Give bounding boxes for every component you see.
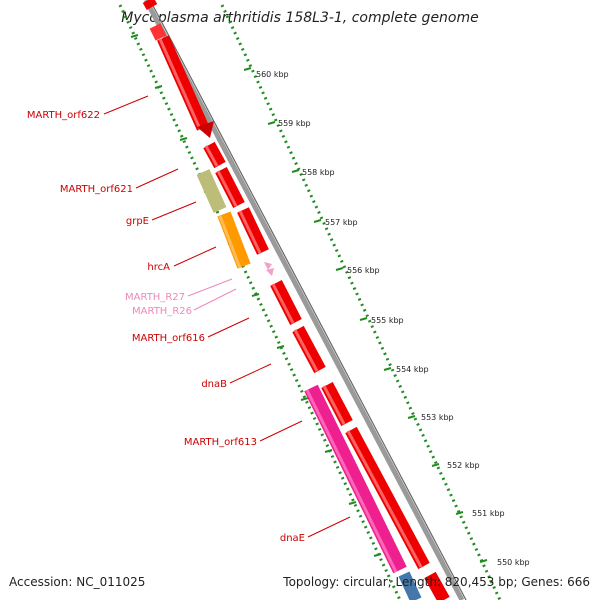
feature-dnaE[interactable] xyxy=(304,384,407,574)
leader-line xyxy=(307,516,351,538)
feature-marth-orf616[interactable] xyxy=(270,280,302,325)
scale-ticks xyxy=(243,67,488,563)
feature-marth-orf622[interactable] xyxy=(157,35,209,131)
feature-marth-orf621[interactable] xyxy=(203,141,226,169)
scale-label: 550 kbp xyxy=(497,558,530,567)
scale-dotted-track xyxy=(220,4,502,600)
leader-line xyxy=(103,95,149,115)
scale-label: 556 kbp xyxy=(347,266,380,275)
gene-label[interactable]: MARTH_orf621 xyxy=(60,184,133,195)
gene-label[interactable]: MARTH_orf613 xyxy=(184,437,257,448)
leader-line xyxy=(151,201,197,221)
genome-backbone xyxy=(143,0,465,600)
leader-line xyxy=(187,278,233,297)
feature-cds-inner-b[interactable] xyxy=(237,207,269,255)
gene-label[interactable]: hrcA xyxy=(147,262,170,273)
scale-label: 558 kbp xyxy=(302,168,335,177)
feature-upper-partial[interactable] xyxy=(142,0,158,10)
arrowhead-marth-orf622 xyxy=(197,121,214,138)
gene-label[interactable]: MARTH_R26 xyxy=(132,306,192,317)
accession-text: Accession: NC_011025 xyxy=(9,575,145,589)
scale-label: 559 kbp xyxy=(278,119,311,128)
leader-line xyxy=(229,363,272,384)
feature-dnaB[interactable] xyxy=(292,325,326,374)
gene-label[interactable]: dnaB xyxy=(201,379,227,390)
gene-label[interactable]: grpE xyxy=(126,216,149,227)
feature-cds-inner-a[interactable] xyxy=(215,167,245,208)
genome-backbone-edge xyxy=(149,0,467,600)
gene-labels: MARTH_orf622 MARTH_orf621 grpE hrcA MART… xyxy=(27,95,351,544)
feature-marth-orf613[interactable] xyxy=(321,381,353,427)
left-dotted-track xyxy=(118,4,402,600)
scale-label: 553 kbp xyxy=(421,413,454,422)
scale-labels: 560 kbp 559 kbp 558 kbp 557 kbp 556 kbp … xyxy=(256,70,530,567)
feature-grpE[interactable] xyxy=(196,169,227,213)
scale-label: 552 kbp xyxy=(447,461,480,470)
genome-summary-text: Topology: circular; Length: 820,453 bp; … xyxy=(282,575,590,589)
feature-cds-long[interactable] xyxy=(345,426,430,570)
leader-line xyxy=(259,420,303,442)
scale-label: 551 kbp xyxy=(472,509,505,518)
scale-label: 560 kbp xyxy=(256,70,289,79)
scale-label: 555 kbp xyxy=(371,316,404,325)
leader-line xyxy=(207,317,250,338)
gene-label[interactable]: MARTH_orf616 xyxy=(132,333,205,344)
feature-marth-r26[interactable] xyxy=(266,268,274,276)
leader-line xyxy=(193,288,237,311)
leader-line xyxy=(135,168,179,189)
feature-bottom-partial[interactable] xyxy=(398,571,422,600)
map-title: Mycoplasma arthritidis 158L3-1, complete… xyxy=(121,10,479,26)
gene-label[interactable]: MARTH_orf622 xyxy=(27,110,100,121)
scale-label: 557 kbp xyxy=(325,218,358,227)
scale-label: 554 kbp xyxy=(396,365,429,374)
feature-marth-r27[interactable] xyxy=(264,262,272,270)
gene-label[interactable]: MARTH_R27 xyxy=(125,292,185,303)
gene-label[interactable]: dnaE xyxy=(280,533,305,544)
leader-line xyxy=(173,246,217,267)
gene-features xyxy=(142,0,450,600)
feature-hrcA[interactable] xyxy=(217,211,251,269)
